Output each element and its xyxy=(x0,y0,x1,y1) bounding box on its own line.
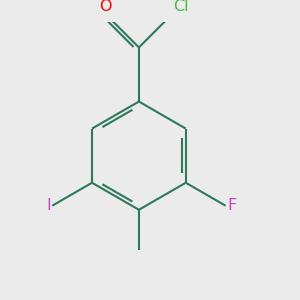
Text: I: I xyxy=(46,198,51,213)
Text: F: F xyxy=(227,198,236,213)
Text: O: O xyxy=(99,0,111,14)
Text: Cl: Cl xyxy=(173,0,188,14)
